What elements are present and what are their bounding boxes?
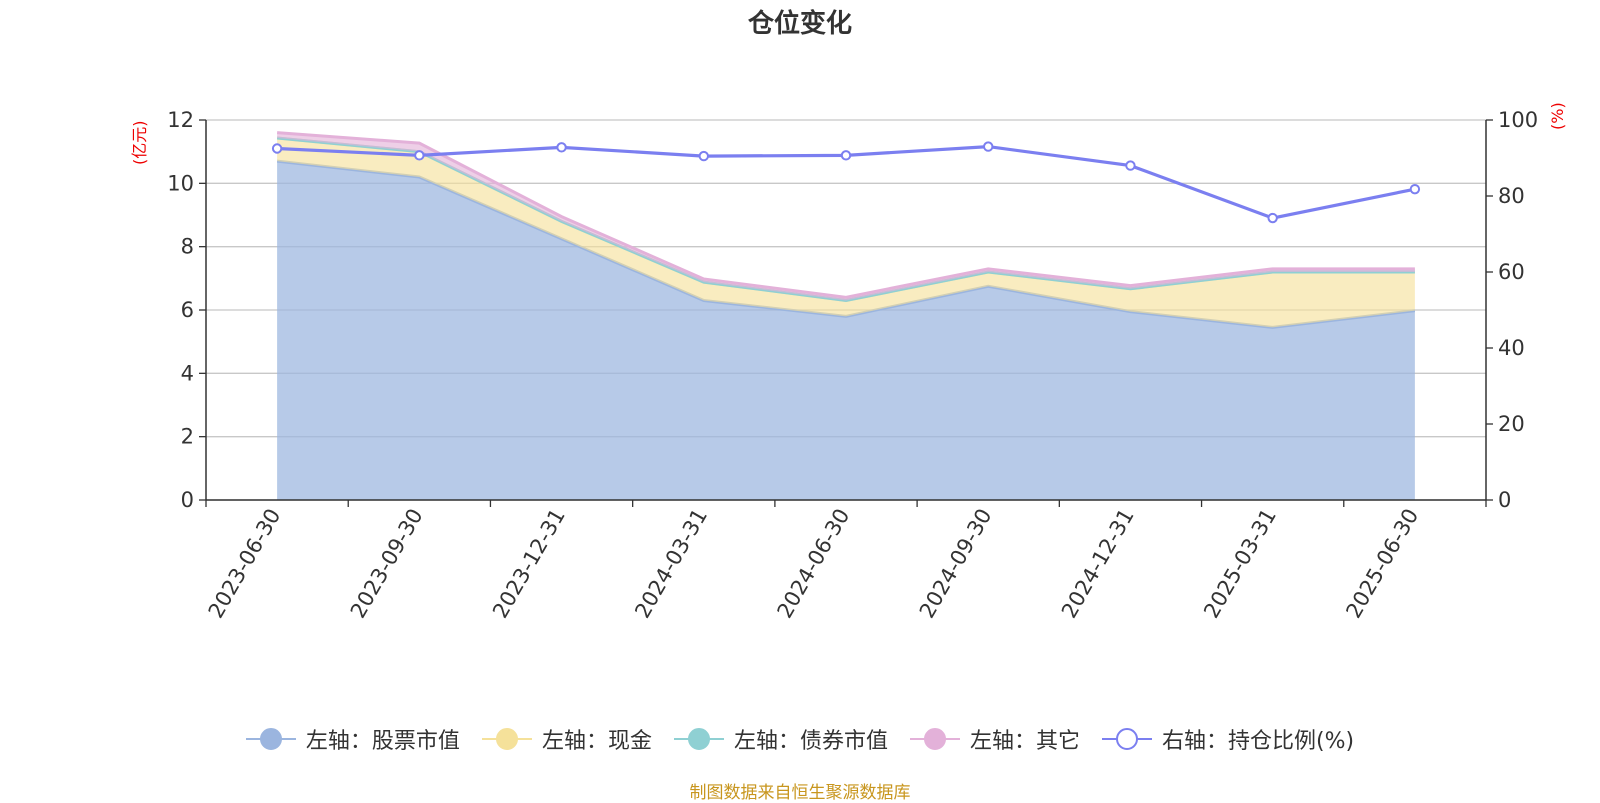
left-axis-unit: (亿元) <box>130 121 149 166</box>
ratio-point <box>1267 212 1278 224</box>
legend-item[interactable]: 右轴：持仓比例(%) <box>1101 723 1355 755</box>
x-axis-tick-label: 2024-09-30 <box>915 504 997 622</box>
x-axis-tick-label: 2024-12-31 <box>1057 505 1139 623</box>
ratio-point <box>840 150 852 161</box>
left-axis-tick-label: 2 <box>181 425 194 449</box>
data-source: 制图数据来自恒生聚源数据库 <box>689 783 911 803</box>
right-axis-tick-label: 80 <box>1498 184 1525 208</box>
left-axis-tick-label: 4 <box>181 361 194 385</box>
left-axis-tick-label: 12 <box>167 108 194 132</box>
stacked-areas <box>276 131 1416 500</box>
legend-label: 右轴：持仓比例(%) <box>1161 729 1355 754</box>
right-axis-unit: (%) <box>1548 102 1567 130</box>
legend-label: 左轴：其它 <box>969 729 1080 754</box>
legend-item[interactable]: 左轴：其它 <box>909 723 1080 755</box>
ratio-point <box>414 150 425 161</box>
legend-marker-icon <box>245 728 296 750</box>
x-axis-tick-label: 2025-06-30 <box>1341 505 1423 623</box>
ratio-point <box>1409 183 1421 195</box>
left-axis-tick-label: 8 <box>181 235 194 259</box>
legend-label: 左轴：债券市值 <box>733 729 888 754</box>
legend-item[interactable]: 左轴：现金 <box>481 723 652 755</box>
right-axis-tick-label: 60 <box>1498 260 1525 284</box>
area-1 <box>277 161 1415 500</box>
chart-title: 仓位变化 <box>747 8 852 39</box>
legend-label: 左轴：现金 <box>541 729 652 754</box>
right-axis-tick-label: 0 <box>1498 488 1511 512</box>
legend-marker-icon <box>481 728 532 750</box>
area-2 <box>277 138 1415 328</box>
legend-item[interactable]: 左轴：股票市值 <box>245 723 460 755</box>
left-axis-tick-label: 6 <box>181 298 194 322</box>
legend-marker-icon <box>673 728 724 750</box>
x-axis-tick-label: 2025-03-31 <box>1199 505 1281 623</box>
legend-marker-icon <box>909 728 960 750</box>
legend-label: 左轴：股票市值 <box>305 729 460 754</box>
ratio-point <box>983 141 994 152</box>
legend-item[interactable]: 左轴：债券市值 <box>673 723 888 755</box>
x-axis-tick-label: 2023-09-30 <box>346 505 428 623</box>
ratio-point <box>556 142 567 153</box>
right-axis-tick-label: 40 <box>1498 336 1525 360</box>
ratio-point <box>1125 160 1136 171</box>
position-ratio-line <box>271 141 1421 224</box>
x-axis-tick-label: 2024-03-31 <box>630 505 712 623</box>
area-edge-4 <box>277 131 1415 299</box>
legend: 左轴：股票市值 左轴：现金 左轴：债券市值 左轴：其它 右轴：持仓比例(%) <box>0 722 1600 756</box>
right-axis-tick-label: 20 <box>1498 412 1525 436</box>
left-axis-tick-label: 10 <box>167 171 194 195</box>
left-axis-tick-label: 0 <box>181 488 194 512</box>
x-axis-tick-label: 2023-06-30 <box>204 505 286 623</box>
ratio-point <box>271 143 283 154</box>
x-axis-tick-label: 2023-12-31 <box>488 505 570 623</box>
ratio-point <box>698 150 709 162</box>
x-axis-tick-label: 2024-06-30 <box>773 505 855 623</box>
legend-marker-icon <box>1101 728 1152 750</box>
right-axis-tick-label: 100 <box>1498 108 1538 132</box>
